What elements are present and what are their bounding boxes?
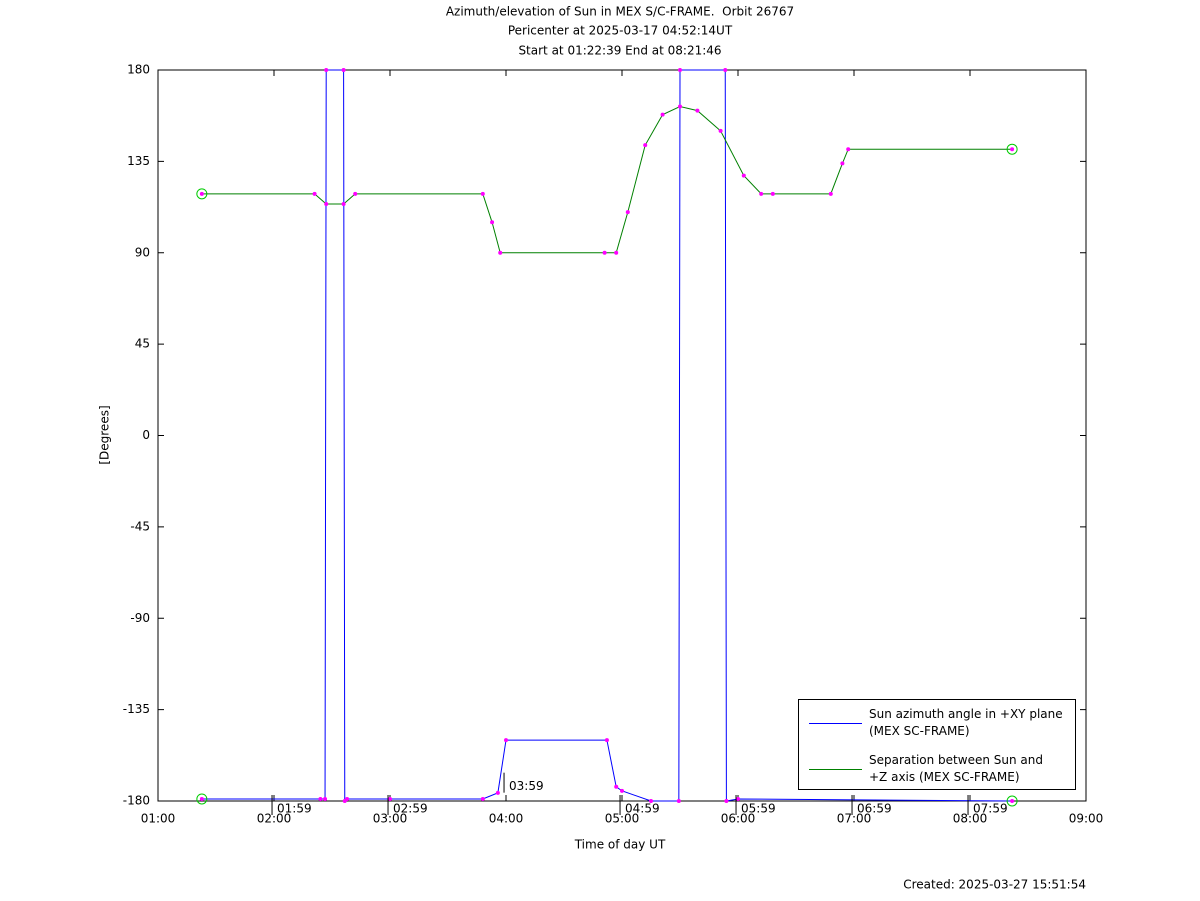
data-point xyxy=(718,128,723,133)
data-point xyxy=(846,147,851,152)
endpoint-marker xyxy=(196,793,208,805)
data-point xyxy=(323,796,328,801)
legend-label: Sun azimuth angle in +XY plane (MEX SC-F… xyxy=(869,707,1063,738)
data-point xyxy=(495,790,500,795)
data-point xyxy=(604,738,609,743)
legend-swatch xyxy=(809,769,862,770)
x-tick-label: 05:00 xyxy=(605,812,640,826)
x-tick-label: 04:00 xyxy=(489,812,524,826)
y-tick-label: 0 xyxy=(142,428,150,442)
annotation: 02:59 xyxy=(393,802,428,816)
footer: Created: 2025-03-27 15:51:54 xyxy=(903,878,1086,892)
x-tick-label: 02:00 xyxy=(257,812,292,826)
data-point xyxy=(199,191,204,196)
data-point xyxy=(324,68,329,72)
y-tick-label: 90 xyxy=(135,245,150,259)
data-point xyxy=(345,796,350,801)
x-axis-label: Time of day UT xyxy=(574,838,666,852)
annotation: 01:59 xyxy=(277,802,312,816)
data-point xyxy=(736,796,740,801)
x-tick-label: 03:00 xyxy=(373,812,408,826)
y-tick-label: 45 xyxy=(135,337,150,351)
data-point xyxy=(649,799,653,803)
data-point xyxy=(625,210,630,215)
data-point xyxy=(353,191,358,196)
data-point xyxy=(759,191,764,196)
y-tick-label: -135 xyxy=(123,702,150,716)
series-line xyxy=(201,69,1013,803)
data-point xyxy=(388,796,392,801)
data-point xyxy=(318,796,323,801)
y-tick-label: -180 xyxy=(123,794,150,808)
data-point xyxy=(312,191,317,196)
annotation: 06:59 xyxy=(857,802,892,816)
x-tick-label: 09:00 xyxy=(1069,812,1104,826)
x-tick-label: 06:00 xyxy=(721,812,756,826)
data-point xyxy=(324,202,329,207)
series-line xyxy=(201,106,1013,254)
data-point xyxy=(660,112,665,117)
data-point xyxy=(480,796,485,801)
data-point xyxy=(643,143,648,148)
annotation: 03:59 xyxy=(509,779,544,793)
data-point xyxy=(602,250,607,255)
data-point xyxy=(1010,799,1015,803)
data-point xyxy=(770,191,775,196)
y-tick-label: -90 xyxy=(130,611,150,625)
data-point xyxy=(490,220,495,225)
data-point xyxy=(504,738,508,743)
endpoint-marker xyxy=(1006,795,1018,807)
legend: Sun azimuth angle in +XY plane (MEX SC-F… xyxy=(798,699,1076,790)
endpoint-marker xyxy=(1006,143,1018,155)
legend-label: Separation between Sun and +Z axis (MEX … xyxy=(869,753,1043,784)
data-point xyxy=(341,68,346,72)
annotation: 07:59 xyxy=(973,802,1008,816)
chart-subtitle: Start at 01:22:39 End at 08:21:46 xyxy=(518,44,721,58)
data-point xyxy=(614,784,619,789)
chart-subtitle: Pericenter at 2025-03-17 04:52:14UT xyxy=(508,24,733,38)
data-point xyxy=(676,799,681,803)
data-point xyxy=(724,799,729,803)
y-tick-label: 135 xyxy=(127,154,150,168)
data-point xyxy=(828,191,833,196)
data-point xyxy=(614,250,619,255)
chart-title: Azimuth/elevation of Sun in MEX S/C-FRAM… xyxy=(446,5,794,19)
data-point xyxy=(695,108,700,113)
y-tick-label: -45 xyxy=(130,519,150,533)
data-point xyxy=(678,68,682,72)
x-tick-label: 01:00 xyxy=(141,812,176,826)
x-tick-label: 07:00 xyxy=(837,812,872,826)
data-point xyxy=(480,191,485,196)
annotation: 04:59 xyxy=(625,802,660,816)
endpoint-marker xyxy=(196,188,208,200)
annotation: 05:59 xyxy=(741,802,776,816)
legend-swatch xyxy=(809,723,862,724)
y-tick-label: 180 xyxy=(127,63,150,77)
data-point xyxy=(620,788,624,793)
x-tick-label: 08:00 xyxy=(953,812,988,826)
data-point xyxy=(741,173,746,178)
data-point xyxy=(1010,147,1015,152)
data-point xyxy=(498,250,503,255)
data-point xyxy=(678,104,682,109)
plot-frame xyxy=(157,69,1087,802)
data-point xyxy=(199,796,204,801)
data-point xyxy=(341,202,346,207)
y-axis-label: [Degrees] xyxy=(98,405,112,464)
data-point xyxy=(840,161,845,166)
data-point xyxy=(723,68,728,72)
